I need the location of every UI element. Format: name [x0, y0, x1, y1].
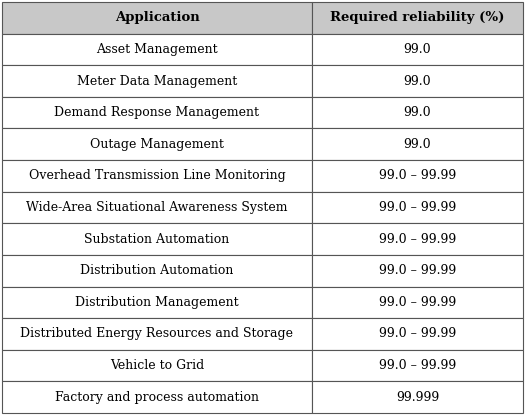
Bar	[2, 381, 312, 413]
Text: Distribution Automation: Distribution Automation	[80, 264, 234, 277]
Bar	[312, 381, 523, 413]
Bar	[2, 350, 312, 381]
Bar	[2, 97, 312, 129]
Text: 99.0 – 99.99: 99.0 – 99.99	[379, 264, 456, 277]
Text: 99.0 – 99.99: 99.0 – 99.99	[379, 327, 456, 340]
Bar	[312, 65, 523, 97]
Text: 99.0: 99.0	[404, 75, 432, 88]
Text: 99.999: 99.999	[396, 391, 439, 404]
Bar	[2, 34, 312, 65]
Bar	[312, 160, 523, 192]
Text: Application: Application	[114, 11, 200, 24]
Text: Outage Management: Outage Management	[90, 138, 224, 151]
Bar	[312, 192, 523, 223]
Text: Vehicle to Grid: Vehicle to Grid	[110, 359, 204, 372]
Bar	[312, 34, 523, 65]
Bar	[312, 97, 523, 129]
Text: Meter Data Management: Meter Data Management	[77, 75, 237, 88]
Bar	[312, 2, 523, 34]
Bar	[2, 223, 312, 255]
Text: 99.0 – 99.99: 99.0 – 99.99	[379, 359, 456, 372]
Text: Required reliability (%): Required reliability (%)	[330, 11, 505, 24]
Text: 99.0: 99.0	[404, 106, 432, 119]
Text: Distributed Energy Resources and Storage: Distributed Energy Resources and Storage	[20, 327, 293, 340]
Bar	[312, 286, 523, 318]
Bar	[312, 223, 523, 255]
Bar	[312, 255, 523, 286]
Bar	[2, 286, 312, 318]
Bar	[312, 350, 523, 381]
Bar	[2, 192, 312, 223]
Text: Demand Response Management: Demand Response Management	[55, 106, 259, 119]
Bar	[312, 129, 523, 160]
Text: Factory and process automation: Factory and process automation	[55, 391, 259, 404]
Text: 99.0 – 99.99: 99.0 – 99.99	[379, 233, 456, 246]
Text: Asset Management: Asset Management	[96, 43, 218, 56]
Bar	[2, 255, 312, 286]
Text: 99.0 – 99.99: 99.0 – 99.99	[379, 169, 456, 182]
Text: Distribution Management: Distribution Management	[75, 296, 239, 309]
Text: Substation Automation: Substation Automation	[85, 233, 229, 246]
Bar	[2, 160, 312, 192]
Bar	[2, 2, 312, 34]
Bar	[2, 318, 312, 350]
Bar	[2, 65, 312, 97]
Text: 99.0: 99.0	[404, 43, 432, 56]
Text: Wide-Area Situational Awareness System: Wide-Area Situational Awareness System	[26, 201, 288, 214]
Bar	[2, 129, 312, 160]
Text: Overhead Transmission Line Monitoring: Overhead Transmission Line Monitoring	[29, 169, 286, 182]
Text: 99.0 – 99.99: 99.0 – 99.99	[379, 201, 456, 214]
Bar	[312, 318, 523, 350]
Text: 99.0: 99.0	[404, 138, 432, 151]
Text: 99.0 – 99.99: 99.0 – 99.99	[379, 296, 456, 309]
